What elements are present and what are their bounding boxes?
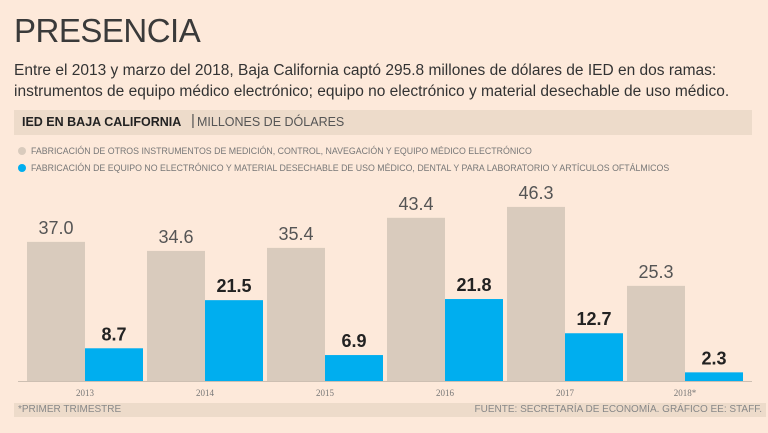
legend-item-2: FABRICACIÓN DE EQUIPO NO ELECTRÓNICO Y M… [18, 163, 669, 173]
bar-gray-2016 [387, 217, 445, 381]
x-tick-label: 2018* [674, 388, 697, 398]
data-label: 8.7 [101, 324, 126, 344]
data-label: 46.3 [518, 183, 553, 203]
data-label: 21.5 [216, 276, 251, 296]
bar-gray-2017 [507, 206, 565, 381]
legend-swatch-gray [18, 147, 26, 155]
subtitle: Entre el 2013 y marzo del 2018, Baja Cal… [14, 62, 730, 100]
data-label: 2.3 [701, 348, 726, 368]
data-label: 12.7 [576, 309, 611, 329]
chart-header-title: IED EN BAJA CALIFORNIA [22, 115, 182, 129]
data-label: 6.9 [341, 331, 366, 351]
legend-swatch-blue [18, 164, 26, 172]
bar-gray-2018* [627, 285, 685, 381]
data-label: 25.3 [638, 262, 673, 282]
bar-gray-2013 [27, 241, 85, 381]
data-label: 34.6 [158, 227, 193, 247]
bar-blue-2015 [325, 355, 383, 381]
source: FUENTE: SECRETARÍA DE ECONOMÍA. GRÁFICO … [474, 404, 762, 415]
chart-header-unit: MILLONES DE DÓLARES [197, 115, 345, 129]
x-tick-label: 2017 [556, 388, 575, 398]
x-tick-label: 2016 [436, 388, 455, 398]
x-tick-label: 2014 [196, 388, 215, 398]
page-title: PRESENCIA [14, 12, 201, 49]
data-label: 21.8 [456, 275, 491, 295]
data-label: 43.4 [398, 194, 433, 214]
legend-label: FABRICACIÓN DE OTROS INSTRUMENTOS DE MED… [31, 146, 532, 156]
legend-label: FABRICACIÓN DE EQUIPO NO ELECTRÓNICO Y M… [31, 163, 670, 173]
bar-gray-2014 [147, 250, 205, 381]
bar-blue-2013 [85, 348, 143, 381]
legend-item-1: FABRICACIÓN DE OTROS INSTRUMENTOS DE MED… [18, 146, 532, 156]
x-tick-label: 2013 [76, 388, 95, 398]
bar-gray-2015 [267, 247, 325, 381]
bar-blue-2016 [445, 299, 503, 381]
data-label: 35.4 [278, 224, 313, 244]
chart-header: IED EN BAJA CALIFORNIA | MILLONES DE DÓL… [14, 110, 752, 135]
x-tick-label: 2015 [316, 388, 335, 398]
bar-blue-2014 [205, 300, 263, 381]
data-label: 37.0 [38, 218, 73, 238]
footnote: *PRIMER TRIMESTRE [18, 404, 122, 415]
bar-blue-2017 [565, 333, 623, 381]
bar-blue-2018* [685, 372, 743, 381]
footer: *PRIMER TRIMESTRE FUENTE: SECRETARÍA DE … [14, 403, 766, 417]
divider: | [191, 112, 195, 129]
